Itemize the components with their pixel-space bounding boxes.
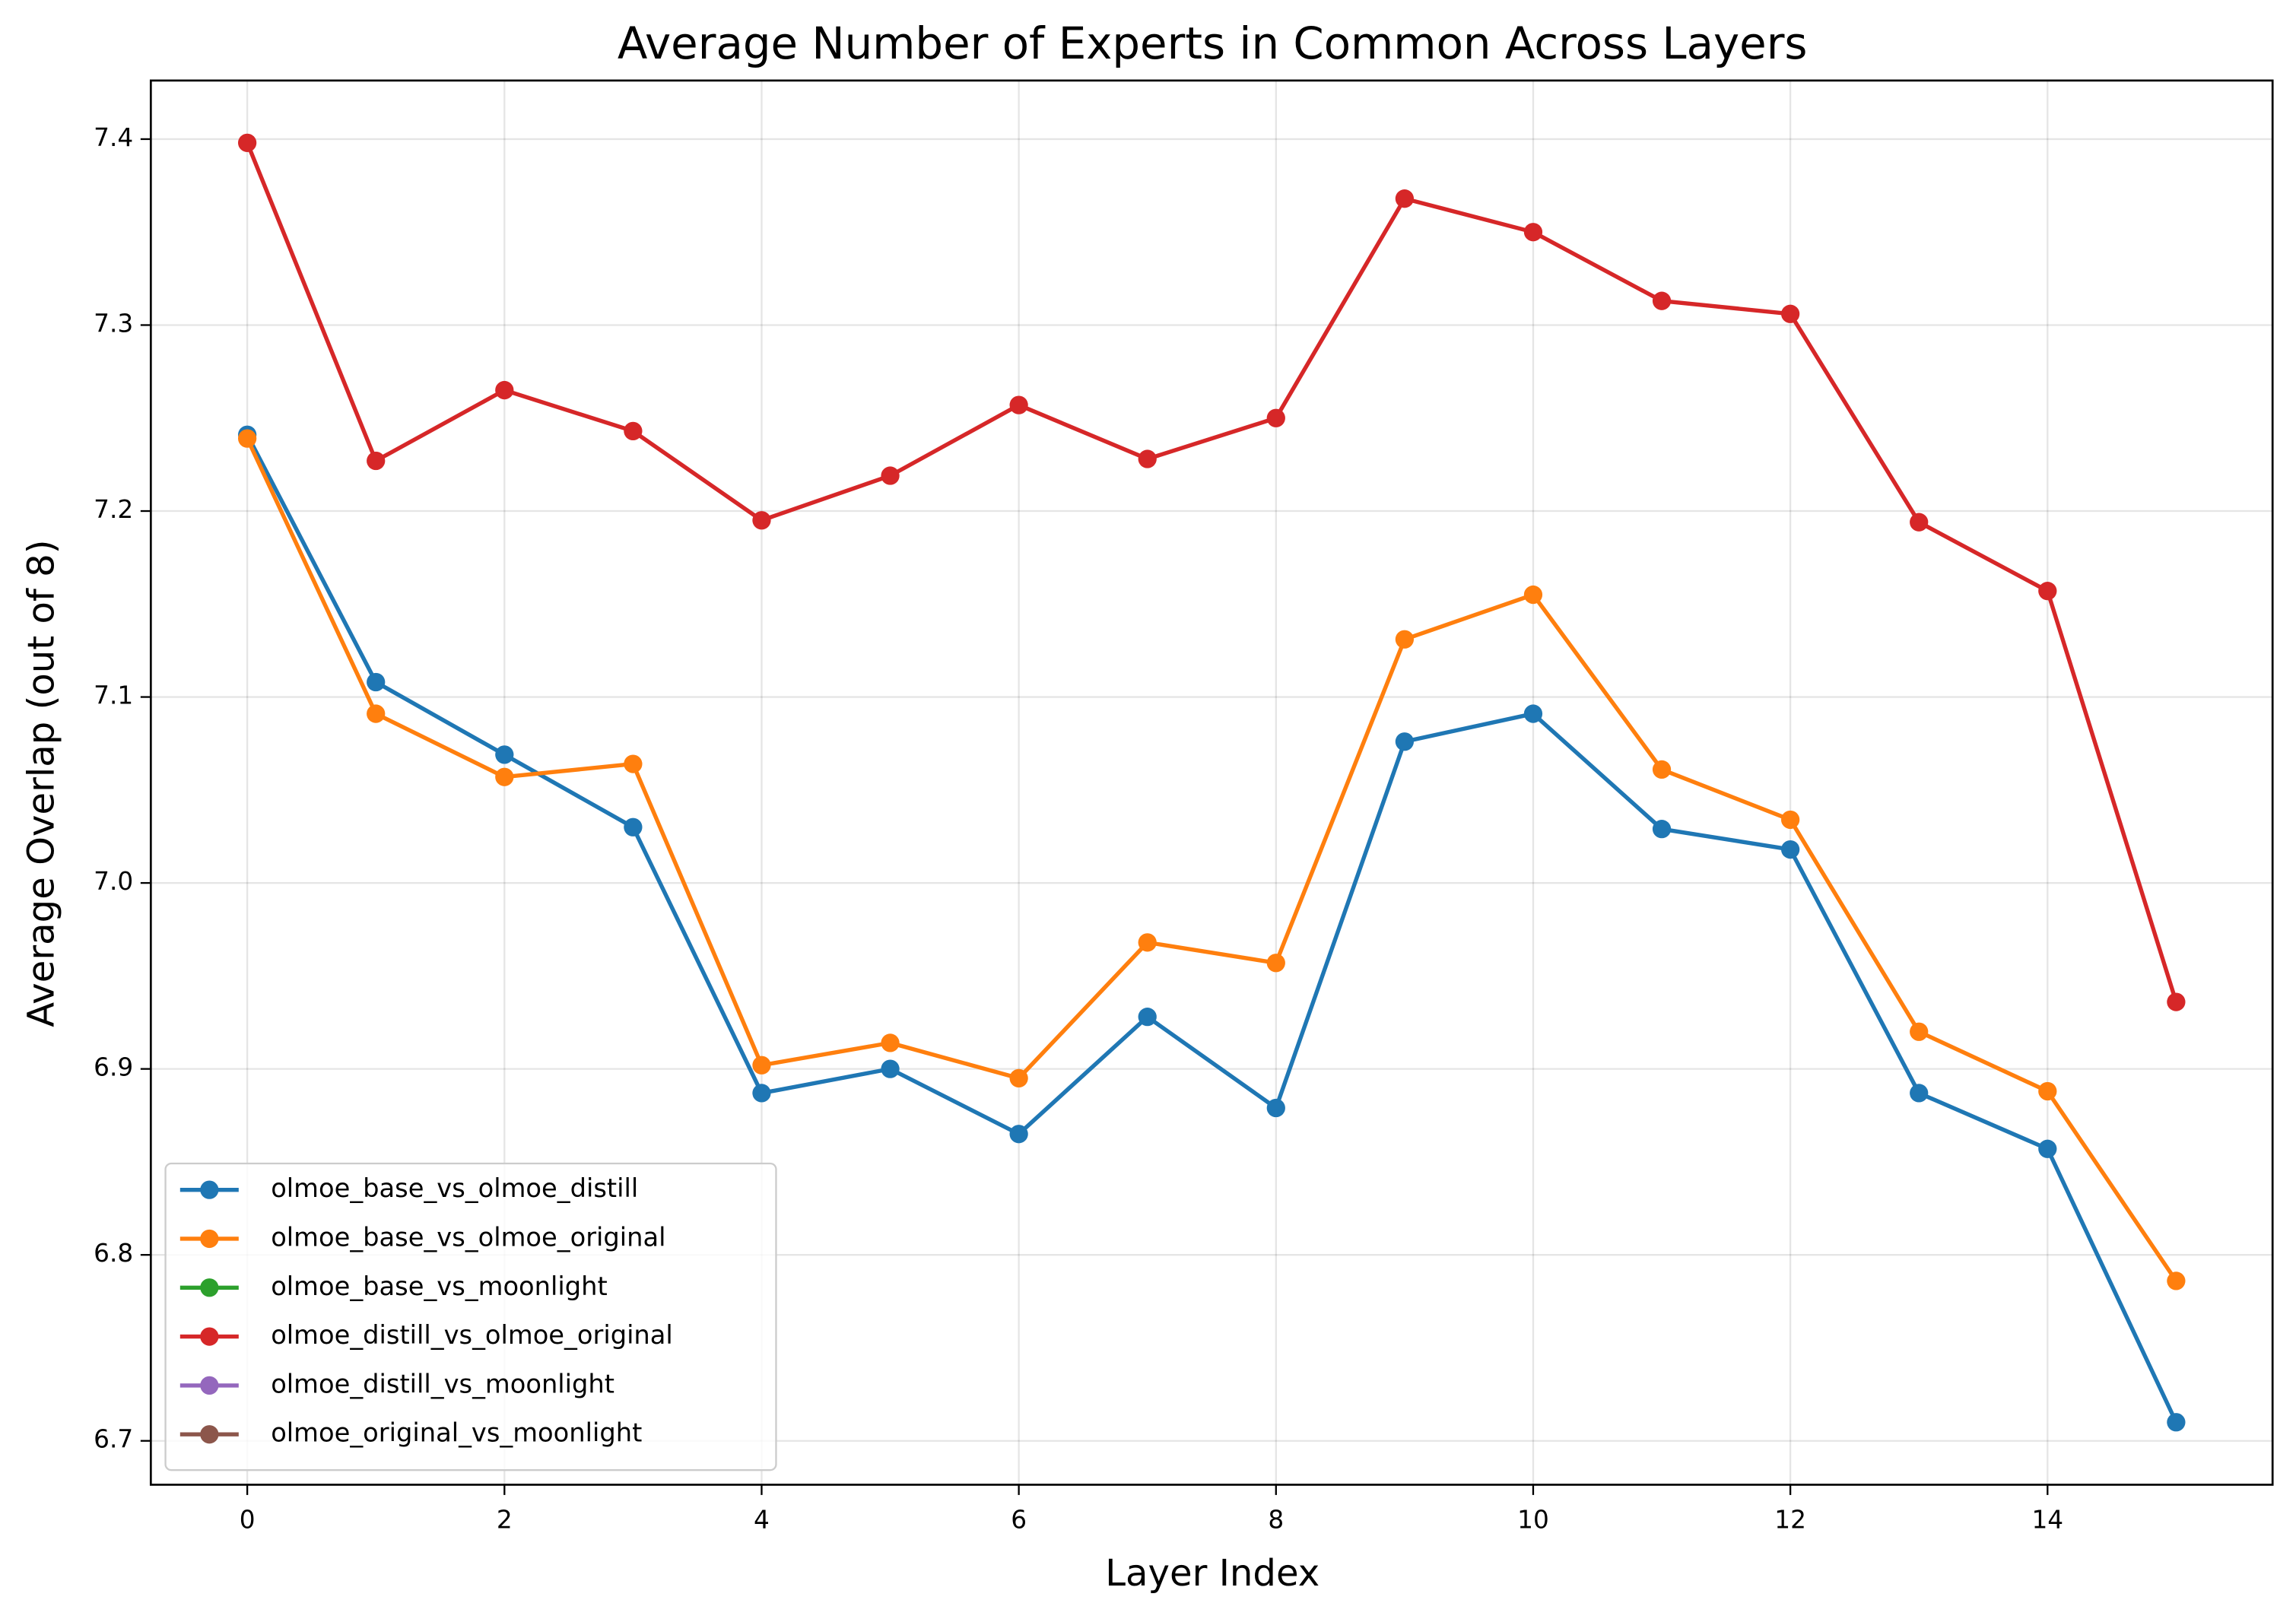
data-point [1652,291,1672,310]
data-point [1138,933,1157,952]
data-point [1523,704,1543,723]
data-point [1910,1084,1929,1103]
data-point [1266,954,1285,973]
data-point [367,704,386,723]
data-point [2038,1081,2057,1101]
x-tick-label: 2 [497,1506,513,1535]
data-point [1523,585,1543,605]
legend-label: olmoe_distill_vs_moonlight [271,1369,614,1398]
plot-frame [149,79,2274,1486]
data-point [752,1084,771,1103]
data-point [1395,630,1415,649]
data-point [1781,840,1800,859]
data-point [881,1059,900,1078]
legend-marker [200,1327,219,1346]
data-point [2167,1271,2186,1290]
data-point [1781,810,1800,830]
x-tick-label: 12 [1774,1506,1806,1535]
data-point [2167,1413,2186,1432]
data-point [1009,1068,1028,1087]
x-tick-label: 4 [754,1506,770,1535]
data-point [2038,1139,2057,1158]
data-point [237,429,257,448]
data-point [2038,582,2057,601]
data-point [1009,395,1028,414]
y-axis-label: Average Overlap (out of 8) [21,539,63,1027]
y-tick-label: 6.7 [94,1425,133,1454]
data-point [1910,1022,1929,1041]
data-point [495,767,514,786]
legend-marker [200,1229,219,1249]
data-point [1138,1008,1157,1027]
data-point [1009,1125,1028,1144]
data-point [624,754,643,773]
data-point [881,1033,900,1052]
data-point [367,451,386,471]
data-point [1652,760,1672,779]
legend-label: olmoe_original_vs_moonlight [271,1418,642,1448]
legend-label: olmoe_base_vs_olmoe_distill [271,1173,638,1203]
chart-title: Average Number of Experts in Common Acro… [618,17,1808,69]
legend-label: olmoe_base_vs_olmoe_original [271,1222,665,1252]
legend-label: olmoe_base_vs_moonlight [271,1271,607,1301]
data-point [1910,513,1929,532]
y-tick-label: 7.0 [94,867,133,896]
data-point [624,421,643,440]
legend-label: olmoe_distill_vs_olmoe_original [271,1320,673,1350]
series-line [245,437,2178,1282]
data-point [1395,732,1415,751]
data-point [237,133,257,152]
data-point [367,672,386,692]
x-tick-label: 10 [1517,1506,1549,1535]
y-tick-label: 7.4 [94,123,133,152]
legend-marker [200,1278,219,1297]
x-tick-label: 0 [240,1506,256,1535]
data-point [495,380,514,400]
y-tick-label: 7.2 [94,495,133,524]
series-line [245,141,2178,1003]
legend: olmoe_base_vs_olmoe_distill olmoe_base_vs… [164,1162,777,1471]
data-point [1266,1098,1285,1118]
data-point [1523,223,1543,242]
legend-marker [200,1180,219,1199]
data-point [1266,408,1285,427]
legend-marker [200,1425,219,1444]
data-point [495,745,514,764]
y-tick-label: 7.3 [94,309,133,338]
data-point [2167,992,2186,1011]
data-point [1652,820,1672,839]
data-point [1781,304,1800,323]
legend-box [164,1162,777,1471]
y-tick-label: 6.9 [94,1053,133,1082]
legend-marker [200,1376,219,1395]
y-tick-label: 7.1 [94,681,133,710]
y-tick-label: 6.8 [94,1239,133,1268]
x-tick-label: 8 [1268,1506,1284,1535]
data-point [752,511,771,530]
data-point [1395,189,1415,208]
data-point [752,1056,771,1075]
data-point [881,466,900,485]
x-tick-label: 6 [1011,1506,1027,1535]
x-axis-label: Layer Index [1105,1552,1319,1595]
series-line [245,433,2178,1424]
x-tick-label: 14 [2031,1506,2063,1535]
data-point [1138,449,1157,468]
data-point [624,817,643,836]
